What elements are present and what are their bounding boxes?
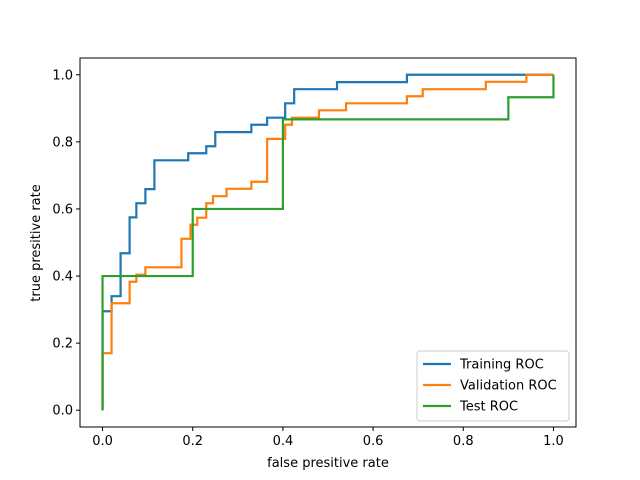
legend-label-validation-roc: Validation ROC [460,379,557,394]
x-axis-ticks: 0.0 0.2 0.4 0.6 0.8 1.0 [92,427,564,449]
series-line-training-roc [101,73,554,411]
legend: Training ROC Validation ROC Test ROC [416,350,570,422]
y-tick-label: 0.2 [52,337,73,352]
series-layer [101,73,555,411]
y-axis-title: true presitive rate [29,184,44,301]
x-tick-label: 0.4 [273,434,294,449]
x-tick-label: 0.2 [182,434,203,449]
legend-label-training-roc: Training ROC [459,358,544,373]
y-tick-label: 0.8 [52,135,73,150]
x-tick-label: 0.0 [92,434,113,449]
x-tick-label: 0.6 [363,434,384,449]
legend-label-test-roc: Test ROC [459,400,518,415]
y-tick-label: 0.4 [52,270,73,285]
x-axis-title: false presitive rate [267,456,389,471]
x-tick-label: 0.8 [453,434,474,449]
legend-box [416,350,570,422]
plot-frame [79,57,577,428]
y-axis-ticks: 0.0 0.2 0.4 0.6 0.8 1.0 [52,68,80,419]
y-tick-label: 1.0 [52,68,73,83]
y-tick-label: 0.6 [52,202,73,217]
series-line-validation-roc [101,73,554,411]
y-tick-label: 0.0 [52,404,73,419]
series-line-test-roc [101,74,555,411]
x-tick-label: 1.0 [543,434,564,449]
